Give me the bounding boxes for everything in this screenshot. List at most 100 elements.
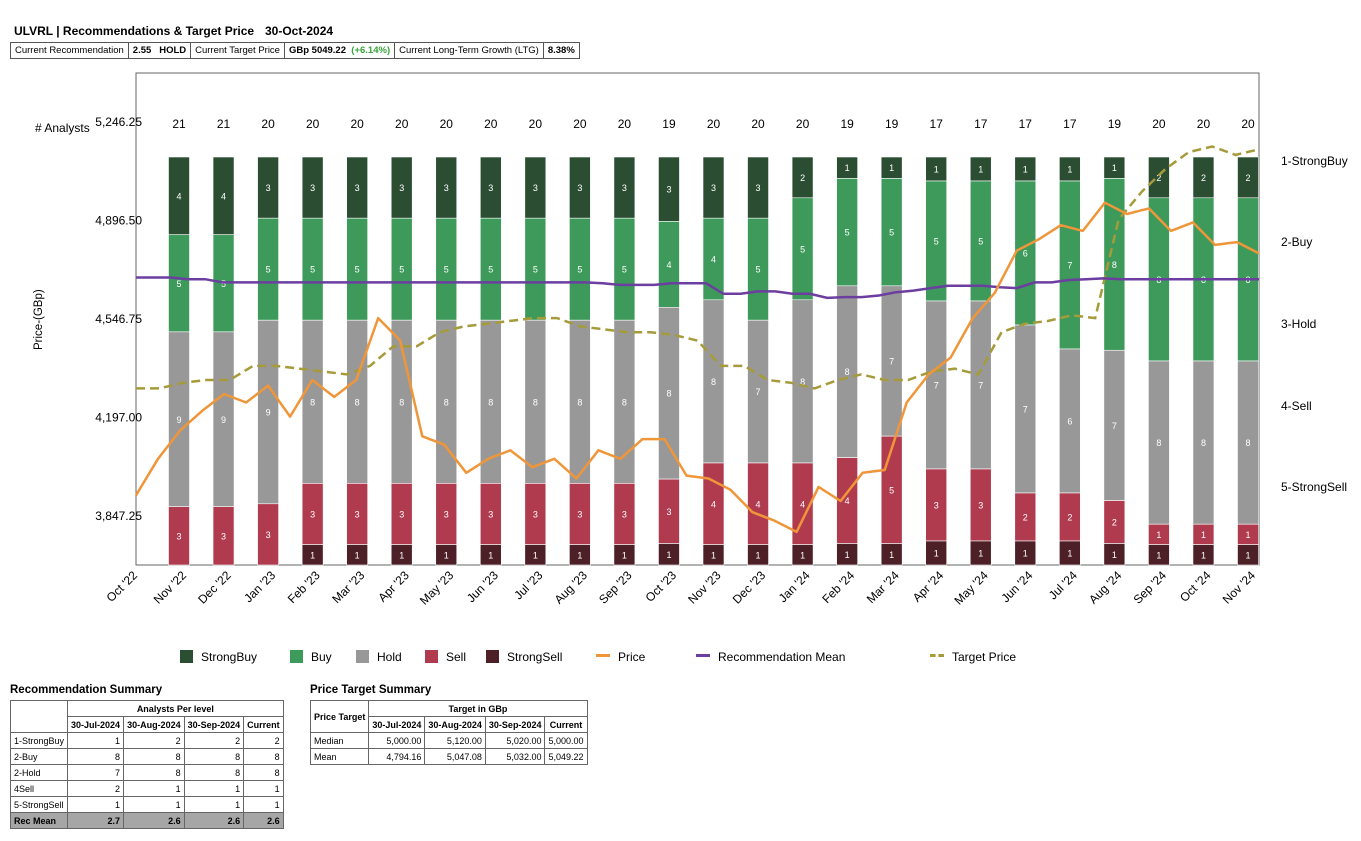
bar-segment-value: 4 [756,499,761,509]
bar-segment-value: 1 [1112,550,1117,560]
rating-level-label: 1-StrongBuy [1281,154,1348,168]
bar-segment-value: 8 [1156,438,1161,448]
table-row: 2-Buy 8 8 8 8 [9,748,284,765]
bar-segment-value: 1 [533,550,538,560]
bar-segment-value: 3 [533,510,538,520]
pt-summary-table: Price Target Target in GBp 30-Jul-2024 3… [309,700,588,765]
analyst-count-label: 20 [484,117,498,131]
pt-summary-corner: Price Target [309,700,370,733]
rec-col-header: 30-Sep-2024 [183,716,245,733]
bar-segment-value: 1 [978,165,983,175]
bar-segment-strongsell [346,544,368,566]
bar-segment-strongsell [702,544,725,566]
bar-segment-strongsell [791,544,814,566]
bar-segment-value: 6 [1023,249,1028,259]
bar-segment-value: 1 [889,163,894,173]
bar-segment-value: 1 [978,549,983,559]
bar-segment-value: 4 [711,255,716,265]
ltg-value: 8.38% [542,42,580,59]
bar-segment-strongsell [435,544,458,566]
current-recommendation-label: Current Recommendation [10,42,129,59]
bar-segment-value: 2 [1112,518,1117,528]
y-axis-title: Price-(GBp) [33,289,45,350]
bar-segment-value: 2 [1156,173,1161,183]
bar-segment-value: 1 [1245,550,1250,560]
bar-segment-value: 1 [1201,550,1206,560]
analyst-count-label: 20 [350,117,364,131]
pt-summary-group-header: Target in GBp [368,700,588,717]
analyst-count-label: 17 [974,117,988,131]
bar-segment-value: 3 [221,531,226,541]
bar-segment-value: 1 [845,163,850,173]
table-row: 1-StrongBuy 1 2 2 2 [9,732,284,749]
bar-segment-value: 1 [577,550,582,560]
bar-segment-strongsell [925,540,948,566]
rating-level-label: 4-Sell [1281,399,1312,413]
bar-segment-strongsell [479,544,502,566]
analyst-count-label: 20 [573,117,587,131]
x-tick-label: Dec '23 [730,568,769,607]
legend-strongbuy: StrongBuy [180,650,257,664]
x-tick-label: Jun '24 [998,568,1035,605]
bar-segment-strongsell [613,544,636,566]
bar-segment-value: 1 [355,550,360,560]
bar-segment-value: 5 [176,279,181,289]
bar-segment-value: 5 [622,265,627,275]
bar-segment-value: 1 [756,550,761,560]
current-recommendation-value: 2.55 HOLD [127,42,192,59]
bar-segment-value: 8 [800,377,805,387]
bar-segment-value: 7 [934,381,939,391]
legend-hold: Hold [356,650,402,664]
bar-segment-value: 2 [1067,513,1072,523]
rec-summary-table: Analysts Per level 30-Jul-2024 30-Aug-20… [9,700,284,829]
x-tick-label: Dec '22 [195,568,234,607]
bar-segment-value: 5 [889,485,894,495]
analyst-count-label: 20 [306,117,320,131]
analyst-count-label: 17 [930,117,944,131]
bar-segment-value: 7 [1067,261,1072,271]
recommendations-chart: # Analysts Price-(GBp) 5,246.25 4,896.50 4,5… [33,72,1348,608]
rec-summary-corner [9,700,69,733]
pt-col-header: 30-Sep-2024 [484,716,546,733]
analyst-count-label: 20 [395,117,409,131]
bar-segment-value: 2 [1201,173,1206,183]
bar-segment-strongsell [390,544,413,566]
bar-segment-strongsell [880,543,903,566]
bar-segment-value: 3 [934,501,939,511]
bar-segment-value: 5 [889,228,894,238]
bar-segment-value: 8 [711,377,716,387]
bar-segment-sell [212,506,235,566]
bar-segment-value: 3 [711,183,716,193]
bar-segment-value: 5 [221,279,226,289]
table-row: 5-StrongSell 1 1 1 1 [9,796,284,813]
bar-segment-value: 1 [1201,530,1206,540]
legend-buy: Buy [290,650,332,664]
bar-segment-value: 1 [310,550,315,560]
analyst-count-label: 20 [751,117,765,131]
y-tick-label: 4,896.50 [95,214,142,228]
bar-segment-strongsell [524,544,547,566]
bar-segment-value: 3 [577,183,582,193]
bar-segment-value: 5 [488,265,493,275]
analyst-count-label: 21 [172,117,186,131]
bar-segment-value: 3 [978,501,983,511]
bar-segment-strongsell [836,543,858,566]
bar-segment-value: 3 [310,183,315,193]
bar-segment-value: 3 [622,510,627,520]
bar-segment-value: 1 [845,550,850,560]
page-title: ULVRL | Recommendations & Target Price [14,24,255,38]
bar-segment-value: 3 [355,510,360,520]
x-tick-label: Oct '24 [1177,568,1214,605]
bar-segment-value: 3 [533,183,538,193]
bar-segment-value: 1 [1156,530,1161,540]
current-target-price-label: Current Target Price [190,42,285,59]
legend-target-price: Target Price [930,650,1016,664]
bar-segment-value: 1 [934,549,939,559]
analyst-count-label: 20 [1152,117,1166,131]
bar-segment-value: 1 [1112,163,1117,173]
analyst-count-label: 19 [840,117,854,131]
bar-segment-strongsell [1059,540,1081,566]
bar-segment-value: 8 [1112,260,1117,270]
x-tick-label: Jul '24 [1046,568,1080,602]
legend-rec-mean: Recommendation Mean [696,650,845,664]
